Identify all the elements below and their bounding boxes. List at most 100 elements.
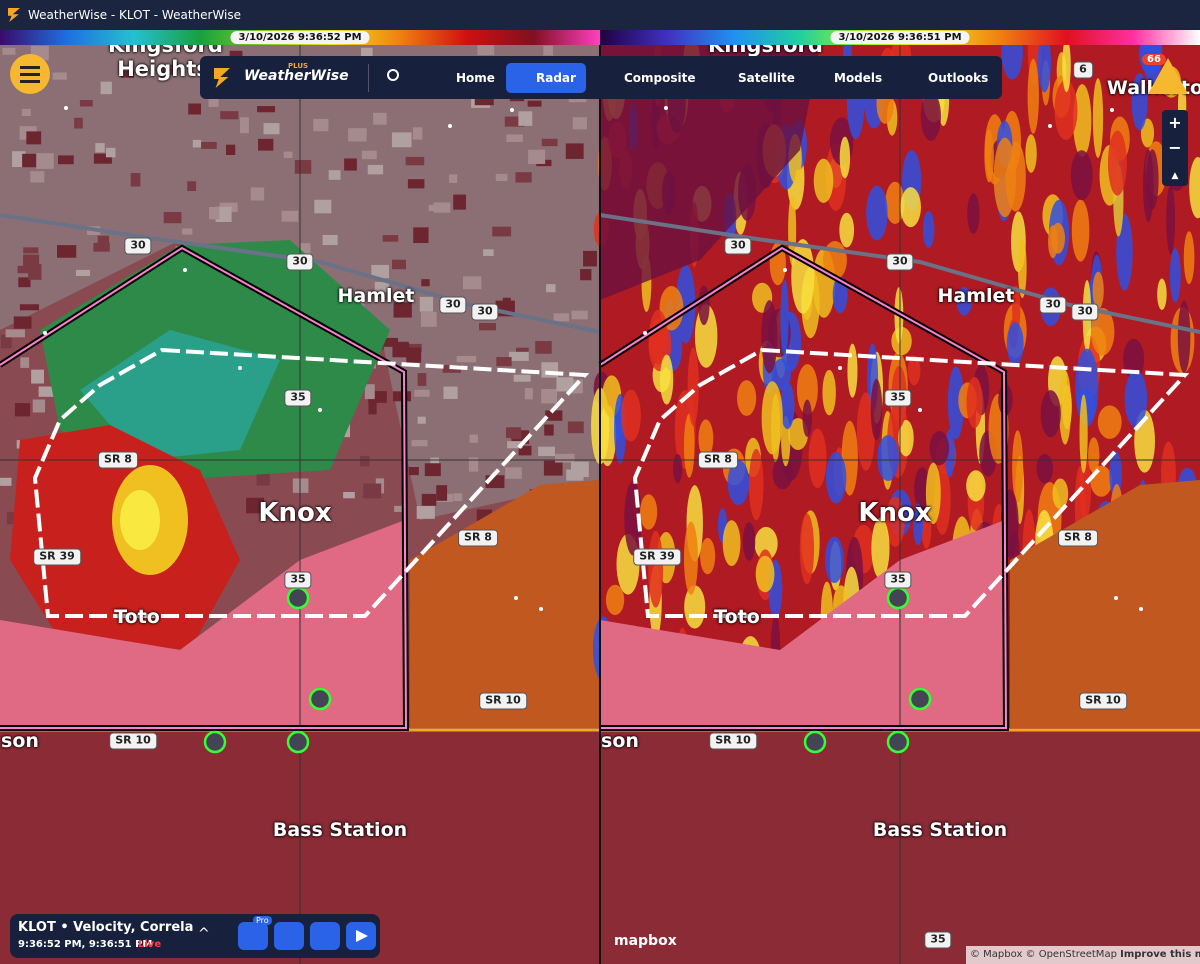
radar-streak xyxy=(771,358,791,391)
zoom-controls[interactable]: + − ▲ xyxy=(1162,110,1188,186)
chaser xyxy=(308,687,332,711)
menu-button[interactable] xyxy=(10,54,50,94)
radar-streak xyxy=(687,347,699,426)
expand[interactable]: ^ xyxy=(198,926,210,942)
radar-streak xyxy=(1157,278,1167,310)
radar-streak xyxy=(871,517,890,579)
place-label: Hamlet xyxy=(937,285,1015,307)
radar-streak xyxy=(839,136,851,179)
radar-pixel xyxy=(566,469,584,481)
town-dot xyxy=(448,124,452,128)
radar-pixel xyxy=(476,509,493,522)
nav-item[interactable]: Satellite xyxy=(738,71,795,85)
radar-streak xyxy=(791,239,815,314)
times: 9:36:52 PM, 9:36:51 PM xyxy=(18,939,153,950)
radar-pixel xyxy=(17,265,33,274)
radar-pixel xyxy=(408,466,419,476)
radar-streak xyxy=(956,287,972,316)
radar-streak xyxy=(683,521,698,595)
road-shield: 30 xyxy=(471,303,499,321)
radar-pixel xyxy=(546,284,556,293)
radar-pixel xyxy=(6,511,18,525)
radar-streak xyxy=(1037,33,1052,93)
road-shield: SR 8 xyxy=(1058,529,1098,547)
radar-pixel xyxy=(28,264,42,280)
radar-streak xyxy=(780,382,795,430)
radar-streak xyxy=(1036,453,1054,484)
radar-pixel xyxy=(543,45,553,56)
radar-streak xyxy=(1073,84,1092,157)
town-dot xyxy=(1139,607,1143,611)
chaser xyxy=(803,730,827,754)
improve-link[interactable]: Improve this map xyxy=(1120,949,1200,960)
radar-pixel xyxy=(428,204,447,212)
nav-bar: WeatherWise PLUS Home Radar Composite Satel… xyxy=(200,56,1002,99)
timestamp: 3/10/2026 9:36:52 PM xyxy=(230,31,370,44)
radar-pixel xyxy=(572,117,587,130)
radar-streak xyxy=(1183,231,1195,285)
radar-pixel xyxy=(421,279,430,287)
search[interactable] xyxy=(387,69,399,81)
radar-pixel xyxy=(367,164,384,175)
radar-pixel xyxy=(477,45,495,56)
radar-pixel xyxy=(246,497,264,514)
radar-streak xyxy=(788,194,797,266)
radar-pixel xyxy=(314,199,332,214)
radar-pixel xyxy=(382,337,399,347)
nav-item[interactable]: Outlooks xyxy=(928,71,989,85)
radar-pixel xyxy=(188,103,202,115)
nav-item[interactable]: Radar xyxy=(506,63,586,93)
road-shield: 35 xyxy=(924,931,952,949)
radar-pixel xyxy=(479,323,497,331)
radar-pixel xyxy=(93,153,112,164)
radar-streak xyxy=(822,369,836,416)
brand[interactable]: WeatherWise xyxy=(244,68,349,84)
divider xyxy=(368,64,369,92)
radar-pixel xyxy=(364,384,375,400)
town-dot xyxy=(43,331,47,335)
radar-streak xyxy=(913,503,924,546)
radar-streak xyxy=(921,510,932,549)
radar-streak xyxy=(1071,199,1090,262)
radar-pixel xyxy=(528,149,546,164)
nav-item[interactable]: Models xyxy=(834,71,883,85)
radar-streak xyxy=(1107,130,1127,196)
radar-pixel xyxy=(419,296,434,312)
radar-streak xyxy=(683,413,695,478)
radar-pixel xyxy=(393,302,412,318)
play[interactable] xyxy=(346,922,376,950)
locate[interactable] xyxy=(310,922,340,950)
map-layers[interactable] xyxy=(274,922,304,950)
radar-pixel xyxy=(413,227,429,244)
radar-pixel xyxy=(192,139,202,148)
radar-pixel xyxy=(359,455,370,467)
product[interactable]: KLOT • Velocity, Correlatio xyxy=(18,920,193,935)
radar-streak xyxy=(1070,150,1093,201)
radar-core xyxy=(120,490,160,550)
road-shield: SR 8 xyxy=(458,529,498,547)
radar-pixel xyxy=(406,347,422,363)
radar-pixel xyxy=(159,64,178,75)
radar-pixel xyxy=(363,483,382,499)
radar-pixel xyxy=(583,250,597,267)
radar-streak xyxy=(947,366,965,440)
draw-tool[interactable] xyxy=(238,922,268,950)
nav-item[interactable]: Composite xyxy=(624,71,696,85)
alerts[interactable]: 66 xyxy=(1140,54,1192,96)
radar-pixel xyxy=(538,446,555,456)
radar-pixel xyxy=(294,160,312,174)
road-shield: 30 xyxy=(886,253,914,271)
radar-pixel xyxy=(424,463,441,477)
radar-pixel xyxy=(0,477,12,486)
nav-item[interactable]: Home xyxy=(456,71,495,85)
radar-purple xyxy=(600,45,820,300)
radar-pixel xyxy=(398,139,408,146)
place-label: son xyxy=(601,730,639,752)
county xyxy=(1010,480,1200,728)
credits[interactable]: © Mapbox © OpenStreetMap xyxy=(970,949,1117,960)
road-shield: 30 xyxy=(124,237,152,255)
radar-pixel xyxy=(75,269,91,277)
radar-pixel xyxy=(215,206,232,222)
radar-pixel xyxy=(163,212,182,224)
